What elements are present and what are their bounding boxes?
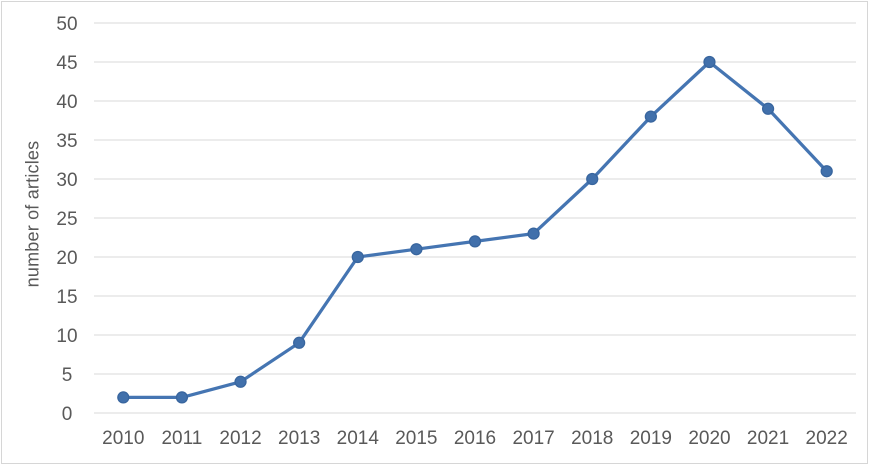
x-tick-label: 2013 (278, 428, 320, 449)
y-tick-label: 30 (56, 170, 77, 191)
y-tick-label: 25 (56, 209, 77, 230)
data-point (410, 243, 423, 256)
data-point (293, 336, 306, 349)
x-tick-label: 2018 (571, 428, 613, 449)
x-tick-label: 2011 (161, 428, 202, 449)
y-tick-label: 35 (56, 131, 77, 152)
data-point (468, 235, 482, 248)
series-line (121, 60, 829, 400)
y-tick-label: 15 (56, 287, 77, 308)
x-tick-label: 2016 (454, 428, 496, 449)
x-tick-label: 2020 (688, 428, 730, 449)
y-tick-label: 0 (62, 404, 73, 425)
y-tick-label: 45 (56, 53, 77, 74)
data-point (351, 250, 364, 264)
data-point (527, 227, 540, 240)
data-point (703, 55, 716, 69)
y-tick-label: 40 (56, 92, 77, 113)
y-tick-label: 50 (56, 14, 77, 35)
x-tick-label: 2012 (219, 428, 261, 449)
x-tick-label: 2014 (337, 428, 380, 449)
x-tick-label: 2010 (102, 428, 144, 449)
data-point (761, 102, 775, 115)
y-axis-title: number of articles (22, 140, 43, 288)
y-tick-label: 5 (62, 365, 73, 386)
data-point (644, 110, 657, 123)
x-tick-label: 2022 (806, 428, 848, 449)
x-tick-label: 2021 (747, 428, 789, 449)
x-tick-label: 2017 (512, 428, 554, 449)
data-point (586, 172, 599, 186)
data-point (234, 375, 247, 388)
x-tick-label: 2019 (630, 428, 672, 449)
x-tick-label: 2015 (395, 428, 437, 449)
y-tick-label: 20 (56, 248, 77, 269)
data-point (820, 165, 833, 178)
data-point (117, 391, 130, 404)
y-tick-label: 10 (56, 326, 77, 347)
data-point (175, 391, 189, 404)
